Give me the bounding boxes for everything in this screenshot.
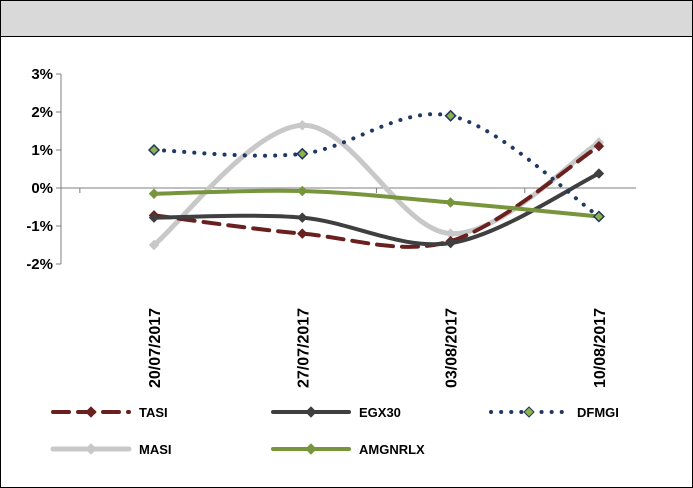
chart-axes: 3% 2% 1% 0% -1% -2% bbox=[26, 66, 636, 273]
data-point-egx30 bbox=[148, 212, 160, 223]
x-tick-label: 27/07/2017 bbox=[295, 308, 312, 388]
legend-marker-masi bbox=[85, 443, 97, 455]
data-point-tasi bbox=[593, 140, 605, 152]
data-point-tasi bbox=[296, 228, 308, 239]
data-point-amgnrlx bbox=[296, 185, 308, 197]
y-tick-label: 3% bbox=[31, 66, 53, 83]
series-line-masi bbox=[151, 122, 602, 248]
legend-marker-dfmgi bbox=[523, 406, 535, 418]
x-tick-label: 03/08/2017 bbox=[444, 308, 461, 388]
y-tick-label: 2% bbox=[31, 104, 53, 121]
legend-label-tasi: TASI bbox=[139, 405, 168, 420]
legend-label-masi: MASI bbox=[139, 442, 172, 457]
legend-marker-egx30 bbox=[305, 406, 317, 418]
x-tick-label: 20/07/2017 bbox=[147, 308, 164, 388]
data-point-dfmgi bbox=[444, 109, 457, 122]
data-point-egx30 bbox=[296, 212, 308, 223]
series-line-dfmgi bbox=[152, 112, 601, 219]
data-point-egx30 bbox=[593, 168, 605, 179]
y-tick-label: -2% bbox=[26, 256, 53, 273]
chart-legend: TASI EGX30 DFMGI MASI AMGNRLX bbox=[50, 405, 619, 457]
chart-series bbox=[147, 109, 605, 251]
data-point-masi bbox=[148, 239, 160, 251]
header-band bbox=[1, 1, 692, 37]
data-point-amgnrlx bbox=[445, 197, 456, 208]
series-line-amgnrlx bbox=[152, 188, 601, 219]
series-line-tasi bbox=[152, 144, 601, 249]
y-tick-label: -1% bbox=[26, 218, 53, 235]
legend-label-dfmgi: DFMGI bbox=[577, 405, 619, 420]
data-point-dfmgi bbox=[592, 210, 605, 223]
data-point-amgnrlx bbox=[148, 188, 160, 200]
data-point-egx30 bbox=[445, 237, 456, 249]
legend-label-amgnrlx: AMGNRLX bbox=[359, 442, 425, 457]
x-tick-label: 10/08/2017 bbox=[592, 308, 609, 388]
data-point-dfmgi bbox=[147, 143, 161, 157]
data-point-dfmgi bbox=[296, 147, 309, 160]
legend-label-egx30: EGX30 bbox=[359, 405, 401, 420]
x-tick-labels: 20/07/2017 27/07/2017 03/08/2017 10/08/2017 bbox=[147, 308, 609, 388]
data-point-masi bbox=[296, 119, 308, 131]
y-tick-label: 0% bbox=[31, 180, 53, 197]
y-tick-label: 1% bbox=[31, 142, 53, 159]
legend-marker-amgnrlx bbox=[305, 443, 317, 455]
legend-marker-tasi bbox=[85, 406, 97, 418]
